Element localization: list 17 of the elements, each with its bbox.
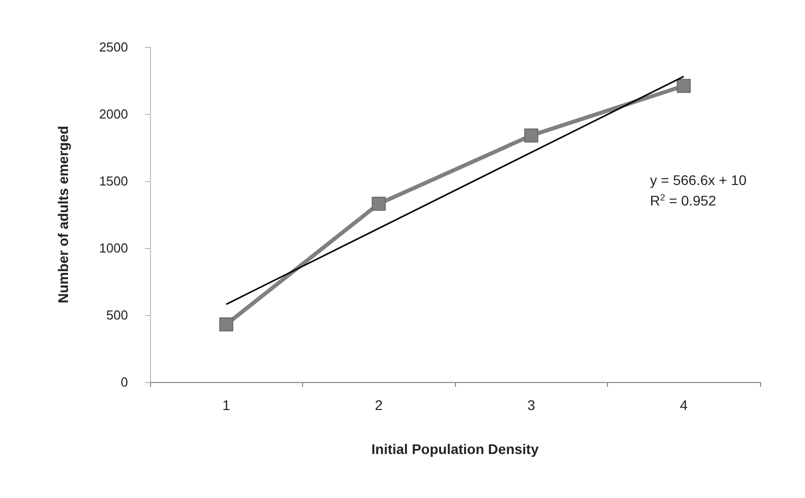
y-tick-label: 2000: [99, 106, 128, 122]
annotation: y = 566.6x + 10: [650, 172, 747, 188]
y-tick-label: 500: [106, 308, 128, 322]
y-axis-title: Number of adults emerged: [55, 126, 71, 304]
x-axis-title: Initial Population Density: [371, 441, 539, 457]
y-tick-label: 0: [120, 374, 128, 390]
y-tick-label: 1500: [99, 174, 128, 188]
point: [524, 128, 538, 142]
y-tick-label: 1000: [99, 240, 128, 256]
y-tick-label: 2500: [99, 40, 128, 54]
x-tick-label: 1: [222, 397, 230, 413]
point: [219, 317, 234, 332]
point: [676, 78, 691, 93]
x-tick-label: 3: [527, 397, 536, 413]
x-tick-label: 4: [680, 397, 688, 413]
point: [372, 196, 386, 211]
x-tick-label: 2: [374, 397, 383, 413]
